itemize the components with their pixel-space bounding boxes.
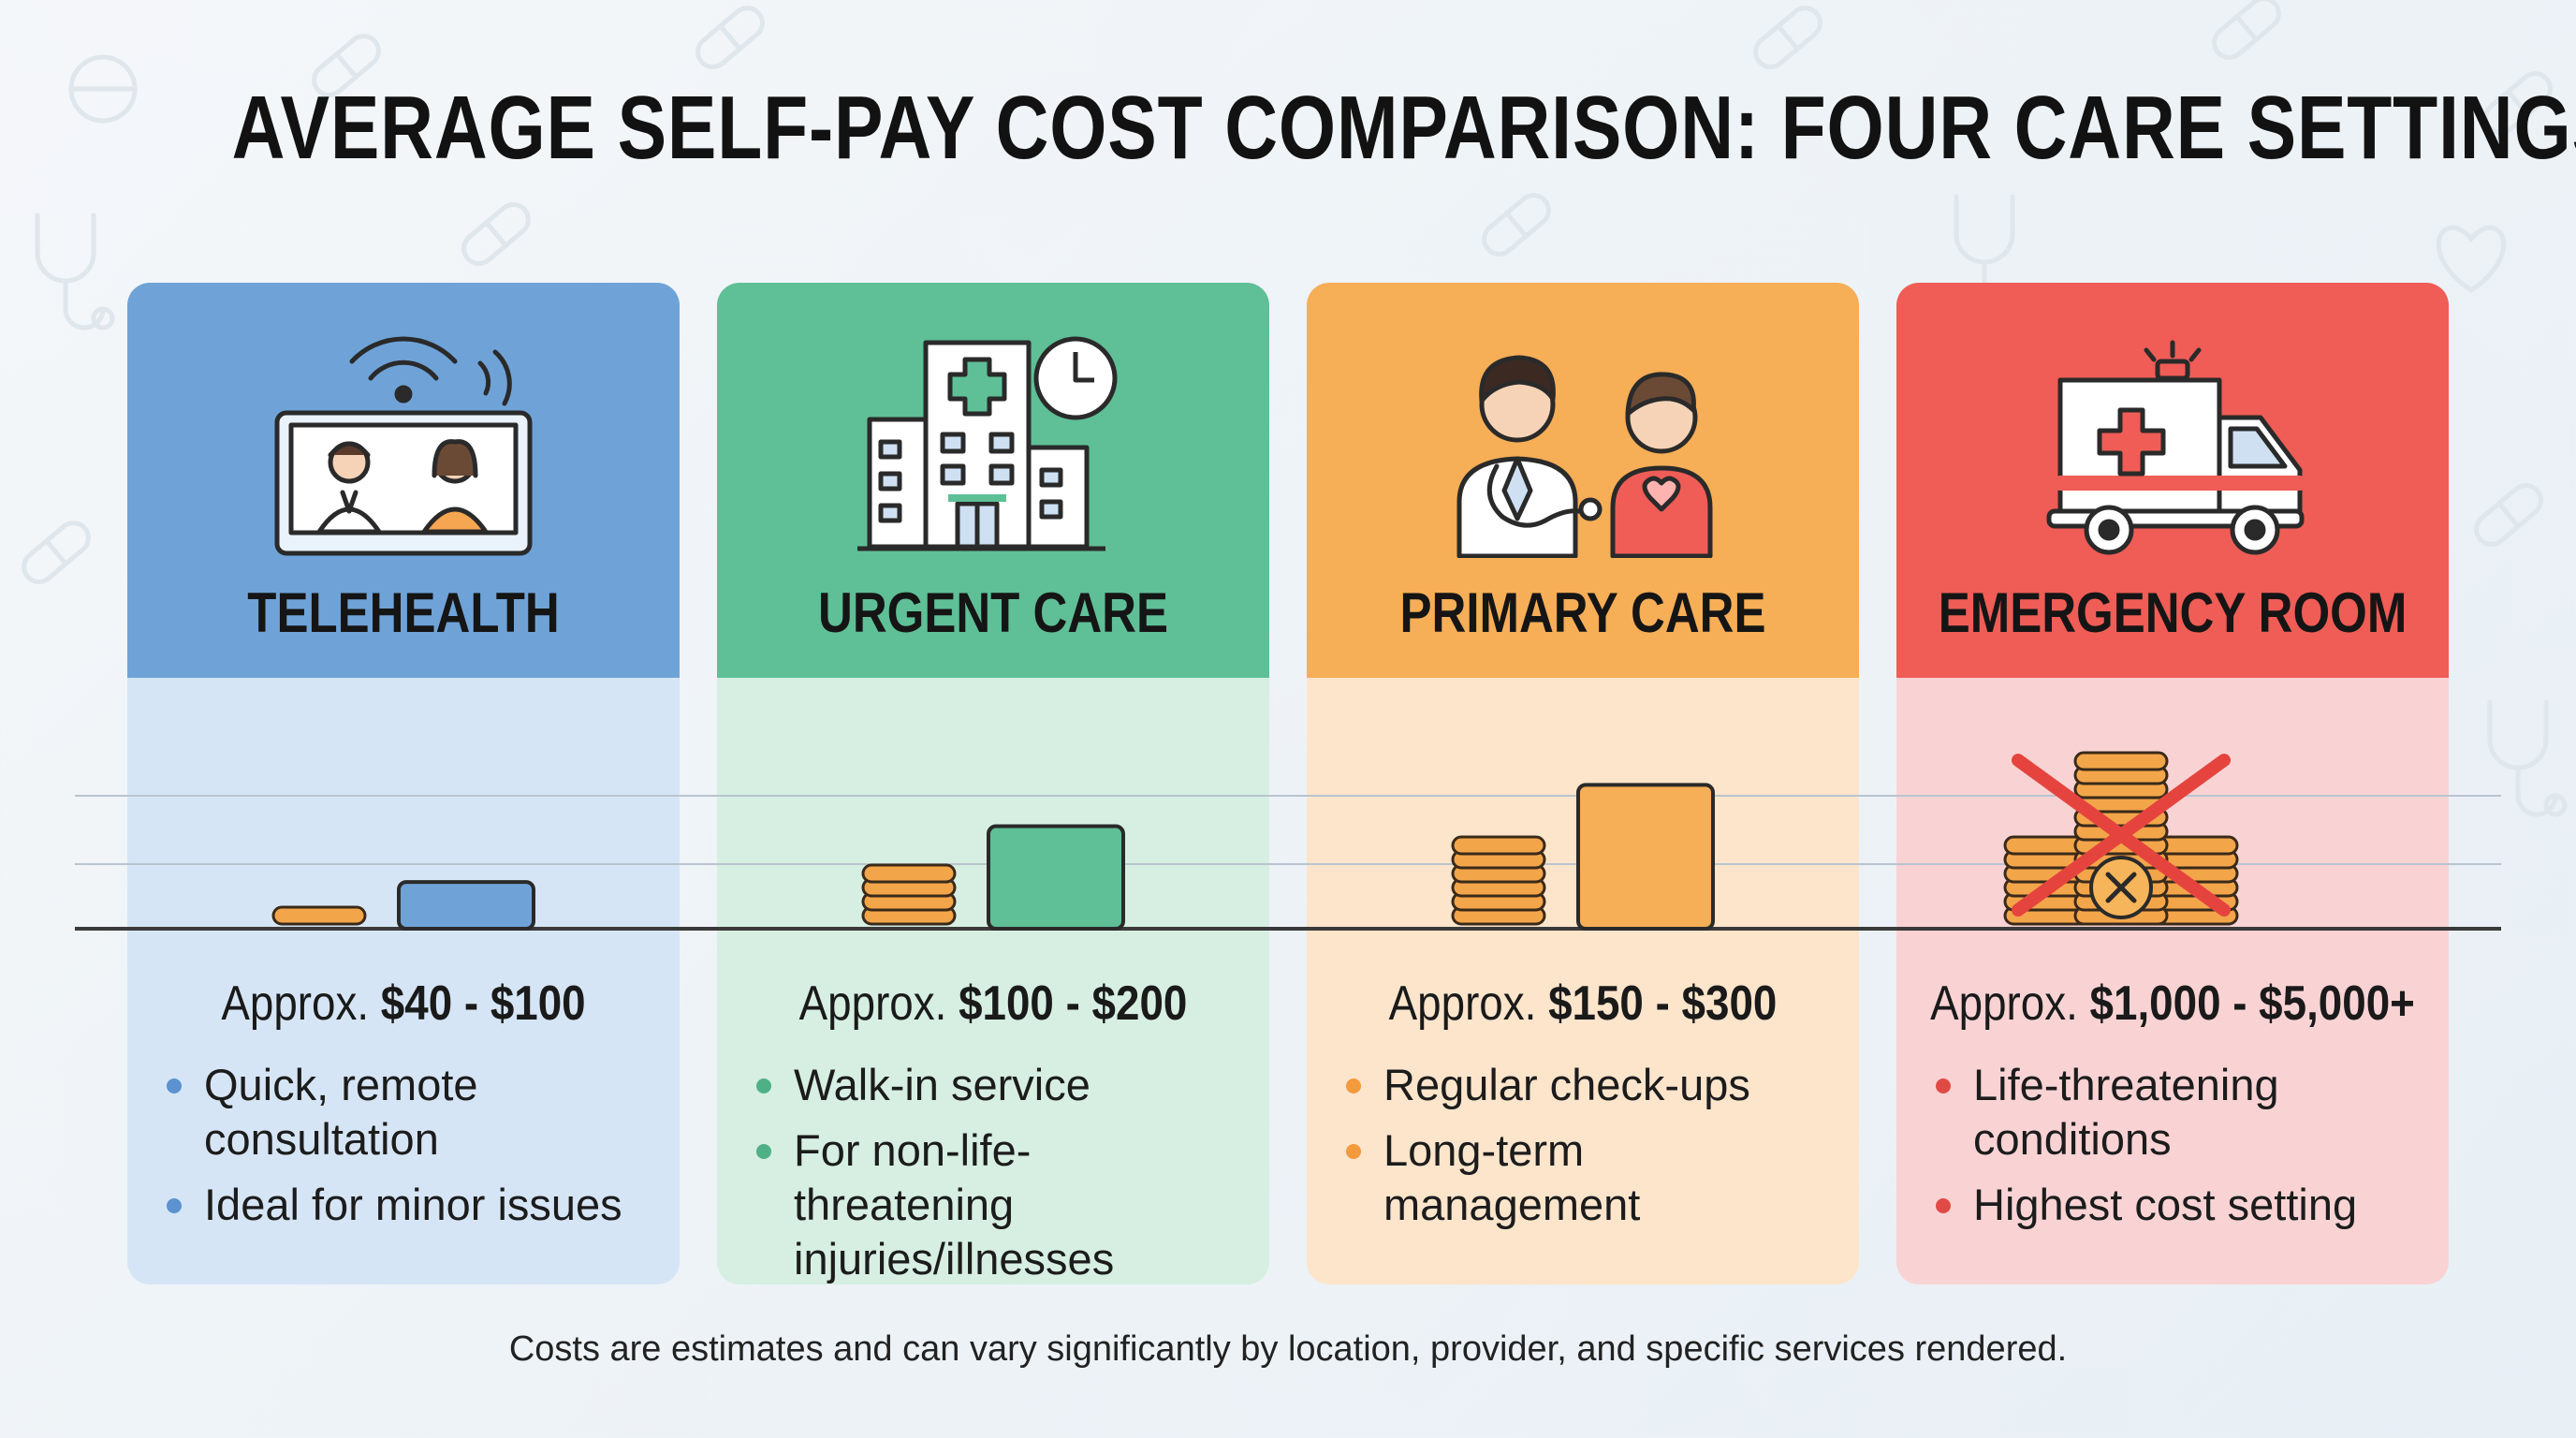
feature-list: Walk-in service For non-life-threatening… (754, 1058, 1251, 1284)
card-header (1307, 283, 1859, 678)
bullet-dot (167, 1198, 182, 1213)
price-range: Approx. $1,000 - $5,000+ (1929, 976, 2415, 1032)
feature-list: Life-threatening conditions Highest cost… (1934, 1058, 2430, 1243)
price-value: $1,000 - $5,000+ (2089, 976, 2415, 1031)
card-body (127, 678, 680, 1284)
pill-icon (22, 521, 91, 584)
urgent-care-clinic-icon (857, 336, 1118, 551)
card-title: PRIMARY CARE (1399, 581, 1766, 644)
card-body (717, 678, 1269, 1284)
list-item: Highest cost setting (1934, 1178, 2430, 1232)
heart-icon (2436, 225, 2507, 294)
doctor-patient-icon (1456, 355, 1713, 558)
list-item-text: For non-life-threatening injuries/illnes… (794, 1125, 1115, 1284)
feature-list: Regular check-ups Long-term management (1344, 1058, 1840, 1243)
pill-icon (2212, 0, 2281, 60)
price-value: $100 - $200 (959, 976, 1188, 1031)
card-title: EMERGENCY ROOM (1938, 581, 2408, 644)
pill-icon (695, 6, 765, 69)
pill-icon (1482, 193, 1551, 257)
pill-icon (1753, 6, 1822, 69)
list-item: Walk-in service (754, 1058, 1251, 1112)
bullet-dot (1346, 1144, 1361, 1159)
feature-list: Quick, remote consultation Ideal for min… (165, 1058, 661, 1243)
list-item: Long-term management (1344, 1123, 1840, 1232)
list-item-text: Regular check-ups (1383, 1060, 1750, 1109)
card-emergency-room: EMERGENCY ROOM Approx. $1,000 - $5,000+ … (1896, 283, 2449, 1284)
bullet-dot (1346, 1078, 1361, 1093)
pill-icon (2483, 71, 2553, 135)
stethoscope-icon (2487, 699, 2568, 817)
list-item-text: Walk-in service (794, 1060, 1090, 1109)
bullet-dot (756, 1144, 771, 1159)
price-prefix: Approx. (221, 976, 370, 1031)
list-item-text: Highest cost setting (1973, 1180, 2358, 1229)
price-range: Approx. $40 - $100 (160, 976, 646, 1032)
heart-icon (68, 54, 138, 124)
bullet-dot (756, 1078, 771, 1093)
list-item: Quick, remote consultation (165, 1058, 661, 1167)
card-telehealth: TELEHEALTH Approx. $40 - $100 Quick, rem… (127, 283, 680, 1284)
list-item: Life-threatening conditions (1934, 1058, 2430, 1167)
list-item-text: Life-threatening conditions (1973, 1060, 2279, 1164)
price-prefix: Approx. (1388, 976, 1537, 1031)
telehealth-monitor-icon (274, 336, 533, 556)
pill-icon (461, 202, 531, 266)
footnote: Costs are estimates and can vary signifi… (508, 1329, 2068, 1369)
card-urgent-care: URGENT CARE Approx. $100 - $200 Walk-in … (717, 283, 1269, 1284)
ambulance-icon (2046, 340, 2307, 555)
price-prefix: Approx. (798, 976, 947, 1031)
list-item: Regular check-ups (1344, 1058, 1840, 1112)
stethoscope-icon (35, 213, 115, 330)
pill-icon (2474, 483, 2543, 547)
bullet-dot (1936, 1198, 1951, 1213)
card-body (1307, 678, 1859, 1284)
card-title: URGENT CARE (817, 581, 1168, 644)
page-title: AVERAGE SELF-PAY COST COMPARISON: FOUR C… (231, 78, 2576, 178)
price-range: Approx. $150 - $300 (1339, 976, 1825, 1032)
price-value: $40 - $100 (380, 976, 586, 1031)
list-item-text: Quick, remote consultation (204, 1060, 478, 1164)
price-prefix: Approx. (1930, 976, 2078, 1031)
bullet-dot (1936, 1078, 1951, 1093)
list-item: For non-life-threatening injuries/illnes… (754, 1123, 1251, 1284)
list-item: Ideal for minor issues (165, 1178, 661, 1232)
price-value: $150 - $300 (1548, 976, 1778, 1031)
pill-icon (312, 34, 381, 97)
card-title: TELEHEALTH (247, 581, 560, 644)
card-primary-care: PRIMARY CARE Approx. $150 - $300 Regular… (1307, 283, 1859, 1284)
list-item-text: Long-term management (1383, 1125, 1641, 1229)
bullet-dot (167, 1078, 182, 1093)
price-range: Approx. $100 - $200 (750, 976, 1236, 1032)
list-item-text: Ideal for minor issues (204, 1180, 622, 1229)
